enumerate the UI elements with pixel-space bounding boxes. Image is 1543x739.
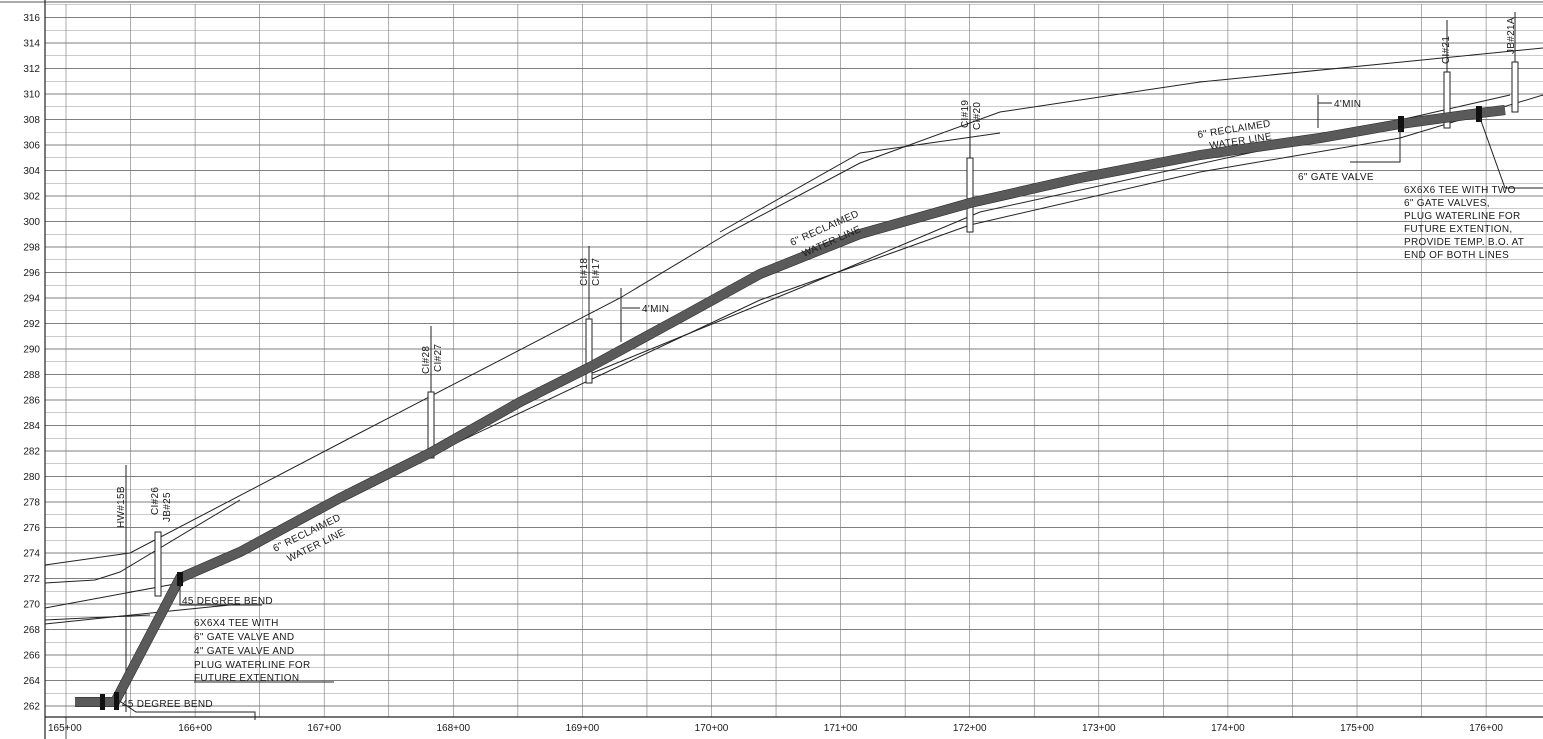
note-tee-left-4: PLUG WATERLINE FOR [194, 660, 311, 671]
elevation-label: 284 [23, 421, 40, 432]
elevation-label: 264 [23, 676, 40, 687]
proposed-ground-line [44, 499, 241, 584]
elevation-label: 282 [23, 447, 40, 458]
elevation-label: 290 [23, 345, 40, 356]
elevation-label: 296 [23, 268, 40, 279]
station-label: 172+00 [953, 723, 987, 734]
station-label: 169+00 [566, 723, 600, 734]
label-ci17: CI#17 [591, 258, 602, 286]
bend-upper-leader [179, 580, 262, 606]
elevation-label: 314 [23, 39, 40, 50]
station-label: 167+00 [307, 723, 341, 734]
fitting-gate-valve-right [1398, 116, 1404, 132]
label-ci18: CI#18 [579, 258, 590, 286]
tee-right-leader [1479, 117, 1543, 189]
ground-line-upper-right [719, 132, 1001, 233]
label-ci27: CI#27 [433, 344, 444, 372]
note-tee-right-3: PLUG WATERLINE FOR [1404, 211, 1521, 222]
station-label: 173+00 [1082, 723, 1116, 734]
label-ci26: CI#26 [150, 487, 161, 515]
note-tee-right-5: PROVIDE TEMP. B.O. AT [1404, 237, 1524, 248]
label-jb25: JB#25 [162, 492, 173, 522]
note-tee-right-6: END OF BOTH LINES [1404, 250, 1509, 261]
note-tee-left-2: 6" GATE VALVE AND [194, 632, 294, 643]
label-ci19: CI#19 [960, 100, 971, 128]
station-label: 176+00 [1469, 723, 1503, 734]
elevation-axis-labels: 262 264 266 268 270 272 274 276 278 280 282 284 286 2… [23, 13, 40, 713]
elevation-label: 288 [23, 370, 40, 381]
station-label: 175+00 [1340, 723, 1374, 734]
note-bend-lower: 45 DEGREE BEND [122, 699, 213, 710]
note-tee-left-3: 4" GATE VALVE AND [194, 646, 294, 657]
fitting-bend-upper [177, 572, 183, 586]
elevation-label: 316 [23, 13, 40, 24]
min-right-label: 4'MIN [1334, 99, 1361, 110]
structure-jb21a [1511, 61, 1519, 113]
station-label: 170+00 [695, 723, 729, 734]
gate-valve-leader [1350, 128, 1401, 163]
elevation-label: 304 [23, 166, 40, 177]
fitting-bend-lower [114, 692, 119, 710]
cover-annotations: 4'MIN 4'MIN [620, 95, 1361, 342]
structure-ci26 [154, 531, 162, 597]
label-ci28: CI#28 [421, 346, 432, 374]
elevation-label: 274 [23, 549, 40, 560]
elevation-label: 262 [23, 702, 40, 713]
min-mid-label: 4'MIN [642, 304, 669, 315]
fitting-tee-right [1476, 106, 1482, 122]
short-ground-line [44, 603, 241, 625]
station-label: 171+00 [824, 723, 858, 734]
structures-group [125, 12, 1519, 712]
note-gate-valve: 6" GATE VALVE [1298, 172, 1374, 183]
label-ci21: CI#21 [1441, 36, 1452, 64]
structure-ci19 [966, 157, 974, 233]
elevation-label: 286 [23, 396, 40, 407]
elevation-label: 292 [23, 319, 40, 330]
label-jb21a: JB#21A [1506, 17, 1517, 54]
station-gridlines [65, 4, 1487, 717]
bend-lower-leader [117, 699, 256, 720]
elevation-label: 302 [23, 192, 40, 203]
label-ci20: CI#20 [972, 102, 983, 130]
elevation-label: 294 [23, 294, 40, 305]
label-hw15b: HW#15B [116, 486, 127, 528]
elevation-label: 276 [23, 523, 40, 534]
note-tee-right-4: FUTURE EXTENTION, [1404, 224, 1512, 235]
left-lower-line [44, 614, 151, 621]
station-axis-labels: 165+00 166+00 167+00 168+00 169+00 170+00 171+… [48, 723, 1503, 734]
elevation-label: 298 [23, 243, 40, 254]
elevation-label: 278 [23, 498, 40, 509]
notes-group: 45 DEGREE BEND 45 DEGREE BEND 6X6X4 TEE … [122, 172, 1524, 710]
station-label: 165+00 [48, 723, 82, 734]
elevation-label: 308 [23, 115, 40, 126]
fitting-gate-valve-left [100, 694, 105, 710]
callout-leaders [117, 117, 1543, 720]
elevation-label: 280 [23, 472, 40, 483]
trench-bottom-line-2 [589, 94, 1511, 375]
existing-ground-line [44, 47, 1543, 566]
elevation-label: 306 [23, 141, 40, 152]
pipe-body [75, 105, 1506, 707]
note-bend-upper: 45 DEGREE BEND [182, 596, 273, 607]
note-tee-left-5: FUTURE EXTENTION [194, 673, 299, 684]
elevation-label: 266 [23, 651, 40, 662]
elevation-gridlines [45, 4, 1543, 707]
elevation-label: 272 [23, 574, 40, 585]
elevation-label: 310 [23, 90, 40, 101]
note-tee-left-1: 6X6X4 TEE WITH [194, 618, 279, 629]
reclaimed-water-pipe [75, 105, 1506, 710]
note-tee-right-1: 6X6X6 TEE WITH TWO [1404, 185, 1516, 196]
elevation-label: 300 [23, 217, 40, 228]
elevation-label: 270 [23, 600, 40, 611]
structure-labels: HW#15B CI#26 JB#25 CI#28 CI#27 CI#18 CI#… [116, 17, 1517, 528]
station-label: 168+00 [436, 723, 470, 734]
note-tee-right-2: 6" GATE VALVES, [1404, 198, 1490, 209]
elevation-label: 268 [23, 625, 40, 636]
station-label: 166+00 [178, 723, 212, 734]
elevation-label: 312 [23, 64, 40, 75]
station-label: 174+00 [1211, 723, 1245, 734]
